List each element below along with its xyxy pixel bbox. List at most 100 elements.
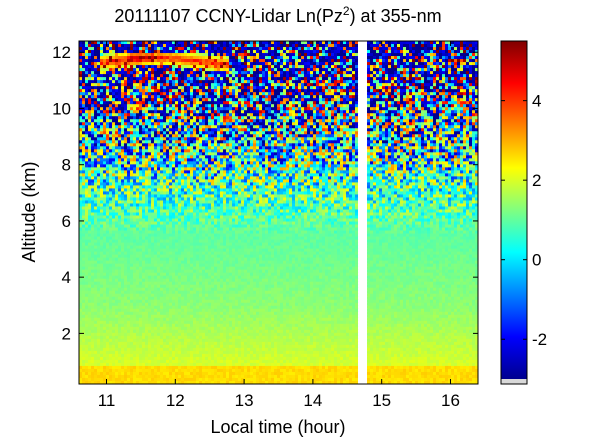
heatmap-cell	[241, 149, 245, 153]
heatmap-cell	[289, 98, 293, 102]
heatmap-cell	[328, 143, 332, 147]
heatmap-cell	[361, 110, 365, 114]
heatmap-cell	[223, 62, 227, 66]
heatmap-cell	[181, 74, 185, 78]
heatmap-cell	[244, 116, 248, 120]
heatmap-cell	[115, 143, 119, 147]
heatmap-cell	[181, 65, 185, 69]
heatmap-cell	[280, 92, 284, 96]
heatmap-cell	[232, 131, 236, 135]
heatmap-cell	[187, 83, 191, 87]
heatmap-cell	[292, 146, 296, 150]
heatmap-cell	[403, 122, 407, 126]
heatmap-cell	[199, 89, 203, 93]
heatmap-cell	[457, 101, 461, 105]
heatmap-cell	[328, 77, 332, 81]
heatmap-cell	[394, 41, 398, 45]
heatmap-cell	[466, 140, 470, 144]
heatmap-cell	[115, 92, 119, 96]
heatmap-cell	[400, 107, 404, 111]
heatmap-cell	[427, 113, 431, 117]
heatmap-cell	[367, 137, 371, 141]
heatmap-cell	[112, 131, 116, 135]
heatmap-cell	[151, 113, 155, 117]
heatmap-cell	[100, 74, 104, 78]
heatmap-cell	[172, 143, 176, 147]
heatmap-cell	[103, 101, 107, 105]
heatmap-cell	[202, 47, 206, 51]
heatmap-cell	[343, 86, 347, 90]
heatmap-cell	[331, 56, 335, 60]
heatmap-cell	[262, 65, 266, 69]
heatmap-cell	[439, 119, 443, 123]
heatmap-cell	[424, 47, 428, 51]
heatmap-cell	[250, 65, 254, 69]
heatmap-cell	[274, 131, 278, 135]
heatmap-cell	[421, 125, 425, 129]
heatmap-cell	[199, 110, 203, 114]
heatmap-cell	[385, 143, 389, 147]
heatmap-cell	[127, 47, 131, 51]
heatmap-cell	[439, 74, 443, 78]
heatmap-cell	[394, 131, 398, 135]
heatmap-cell	[349, 134, 353, 138]
heatmap-cell	[157, 83, 161, 87]
heatmap-cell	[349, 125, 353, 129]
heatmap-cell	[202, 110, 206, 114]
heatmap-cell	[97, 41, 101, 45]
heatmap-cell	[382, 62, 386, 66]
heatmap-cell	[436, 140, 440, 144]
heatmap-cell	[319, 44, 323, 48]
heatmap-cell	[409, 56, 413, 60]
heatmap-cell	[289, 53, 293, 57]
heatmap-cell	[391, 98, 395, 102]
heatmap-cell	[433, 89, 437, 93]
heatmap-cell	[217, 134, 221, 138]
heatmap-cell	[163, 89, 167, 93]
heatmap-cell	[232, 89, 236, 93]
heatmap-cell	[331, 137, 335, 141]
heatmap-cell	[148, 83, 152, 87]
heatmap-cell	[256, 83, 260, 87]
heatmap-cell	[373, 83, 377, 87]
heatmap-cell	[358, 77, 362, 81]
heatmap-cell	[145, 62, 149, 66]
heatmap-cell	[115, 89, 119, 93]
heatmap-cell	[127, 44, 131, 48]
heatmap-cell	[106, 56, 110, 60]
heatmap-cell	[220, 152, 224, 156]
heatmap-cell	[298, 53, 302, 57]
heatmap-cell	[343, 113, 347, 117]
heatmap-cell	[391, 86, 395, 90]
heatmap-cell	[82, 149, 86, 153]
heatmap-cell	[346, 71, 350, 75]
heatmap-cell	[391, 92, 395, 96]
heatmap-cell	[265, 44, 269, 48]
heatmap-cell	[262, 113, 266, 117]
heatmap-cell	[139, 56, 143, 60]
heatmap-cell	[268, 119, 272, 123]
heatmap-cell	[373, 125, 377, 129]
heatmap-cell	[244, 56, 248, 60]
heatmap-cell	[109, 59, 113, 63]
heatmap-cell	[190, 143, 194, 147]
heatmap-cell	[253, 86, 257, 90]
heatmap-cell	[109, 128, 113, 132]
heatmap-cell	[439, 62, 443, 66]
heatmap-cell	[163, 128, 167, 132]
heatmap-cell	[130, 44, 134, 48]
heatmap-cell	[166, 53, 170, 57]
heatmap-cell	[283, 74, 287, 78]
heatmap-cell	[268, 83, 272, 87]
heatmap-cell	[91, 92, 95, 96]
heatmap-cell	[172, 68, 176, 72]
heatmap-cell	[151, 101, 155, 105]
heatmap-cell	[322, 74, 326, 78]
heatmap-cell	[97, 71, 101, 75]
heatmap-cell	[274, 95, 278, 99]
heatmap-cell	[421, 110, 425, 114]
heatmap-cell	[82, 131, 86, 135]
heatmap-cell	[184, 56, 188, 60]
heatmap-cell	[460, 68, 464, 72]
heatmap-cell	[205, 119, 209, 123]
